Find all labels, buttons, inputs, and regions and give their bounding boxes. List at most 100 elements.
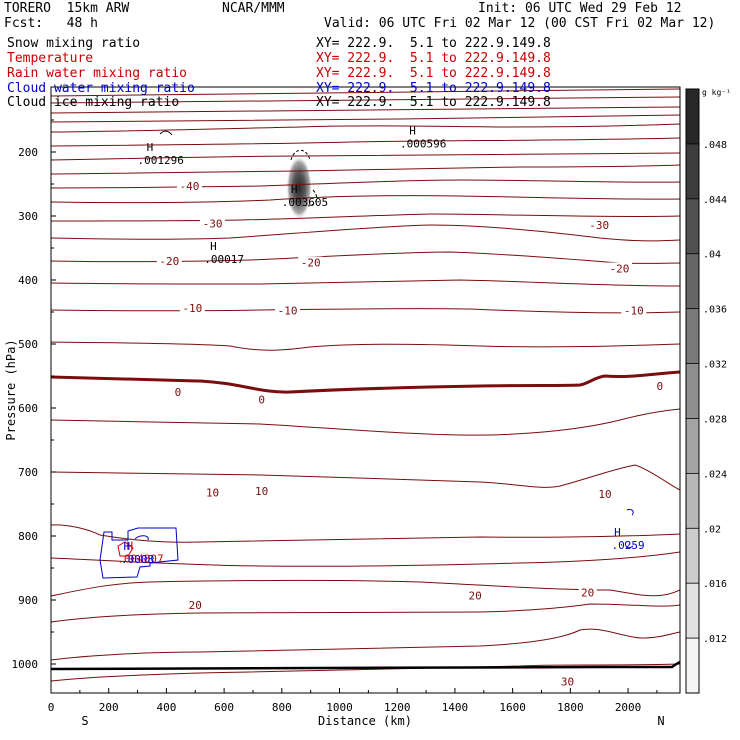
colorbar-segment [686,418,699,474]
y-axis-label: Pressure (hPa) [4,339,18,440]
isotherm-label-bg [578,586,597,599]
forecast-label: Fcst: 48 h [4,16,98,31]
isotherm-line [51,308,680,314]
isotherm-label-bg [203,486,222,499]
center-label: NCAR/MMM [222,1,285,16]
colorbar-tick-label: .024 [703,469,727,480]
colorbar-segment [686,583,699,639]
isotherm-zero-line [51,370,680,394]
isotherm-label: 10 [255,485,268,498]
isotherm-line [51,96,680,104]
field-xy-snow: XY= 222.9. 5.1 to 222.9.149.8 [316,36,551,51]
isotherm-label: 20 [581,586,594,599]
isotherm-label-bg [466,589,485,602]
cloud-ice-contour [290,149,311,161]
maximum-value-label: .0008 [121,553,154,566]
cloud-water-arc [626,509,634,516]
colorbar-segment [686,308,699,365]
field-name-cloud-water: Cloud water mixing ratio [7,81,195,96]
isotherm-label-bg [654,380,666,393]
isotherm-label-bg [595,487,614,500]
south-end-label: S [81,714,88,728]
isotherm-line [51,279,680,287]
maximum-marker: H [126,539,133,552]
y-tick-label: 800 [18,530,38,543]
cloud-water-arc [134,535,149,541]
colorbar-tick-label: .04 [703,250,721,261]
isotherm-label: 0 [258,394,265,407]
x-tick-label: 200 [99,701,119,714]
isotherm-label: 20 [189,599,202,612]
plot-frame [50,86,681,694]
maximum-value-label: .003605 [282,196,328,209]
x-tick-label: 2000 [615,701,642,714]
isotherm-label: -10 [278,305,298,318]
y-tick-label: 1000 [12,658,39,671]
maximum-value-label: .0259 [612,539,645,552]
isotherm-label: 0 [175,386,182,399]
maximum-marker: H [614,526,621,539]
isotherm-line [51,341,680,351]
maximum-marker: H [291,183,298,196]
field-xy-temperature: XY= 222.9. 5.1 to 222.9.149.8 [316,51,551,66]
surface-line [51,660,680,671]
colorbar-tick-label: .028 [703,414,727,425]
maximum-value-label: .001296 [137,154,183,167]
isotherm-label-bg [179,302,205,315]
isotherm-label: 30 [561,675,574,688]
maximum-value-label: .004807 [117,552,163,565]
isotherm-line [51,524,680,543]
colorbar-tick-label: .044 [703,195,727,206]
isotherm-line [51,213,680,222]
isotherm-label-bg [172,386,184,398]
north-end-label: N [657,714,664,728]
isotherm-line [51,152,680,161]
maximum-value-label: .00017 [204,253,244,266]
field-name-temperature: Temperature [7,51,94,66]
cloud-water-contour [99,527,179,579]
colorbar-tick-label: .036 [703,305,727,316]
isotherm-label: -20 [301,257,321,270]
x-tick-label: 600 [214,701,234,714]
maximum-marker: H [147,141,154,154]
colorbar-tick-label: .048 [703,140,727,151]
isotherm-line [51,663,680,682]
x-tick-label: 1200 [384,701,411,714]
x-tick-label: 1800 [557,701,584,714]
cloud-ice-contour [307,189,318,207]
isotherm-label: -30 [203,218,223,231]
y-tick-label: 600 [18,402,38,415]
isotherm-label-bg [298,256,324,269]
snow-shading [286,155,313,220]
rain-water-contour [117,541,134,557]
colorbar-tick-label: .032 [703,360,727,371]
colorbar: .048 .044 .04 .036 .032 .028 .024 .02 .016 .012 g … [685,88,731,694]
init-label: Init: 06 UTC Wed 29 Feb 12 [478,1,682,16]
y-tick-label: 700 [18,466,38,479]
x-tick-label: 800 [272,701,292,714]
isotherm-line [51,551,680,567]
colorbar-unit-label: g kg⁻¹ [702,88,731,97]
field-xy-rain: XY= 222.9. 5.1 to 222.9.149.8 [316,66,551,81]
maximum-marker: H [124,540,131,553]
valid-label: Valid: 06 UTC Fri 02 Mar 12 (00 CST Fri … [324,16,716,31]
isotherm-label-bg [176,179,202,192]
colorbar-segment [686,253,699,310]
isotherm-line [51,179,680,189]
isotherm-line [51,123,680,133]
snow-max-shading [286,155,313,220]
colorbar-segment [686,363,699,419]
colorbar-segment [686,89,699,145]
isotherm-label-bg [275,304,301,317]
isotherm-line [51,464,680,491]
colorbar-tick-label: .02 [703,524,721,535]
field-name-cloud-ice: Cloud ice mixing ratio [7,95,180,110]
x-axis-label: Distance (km) [318,714,412,728]
isotherm-label: 20 [469,590,482,603]
isotherm-label-bg [252,485,271,498]
isotherm-line [51,408,680,436]
isotherm-label: 10 [206,486,219,499]
isotherm-line [51,114,680,123]
field-name-rain: Rain water mixing ratio [7,66,188,81]
isotherm-line [51,224,680,242]
